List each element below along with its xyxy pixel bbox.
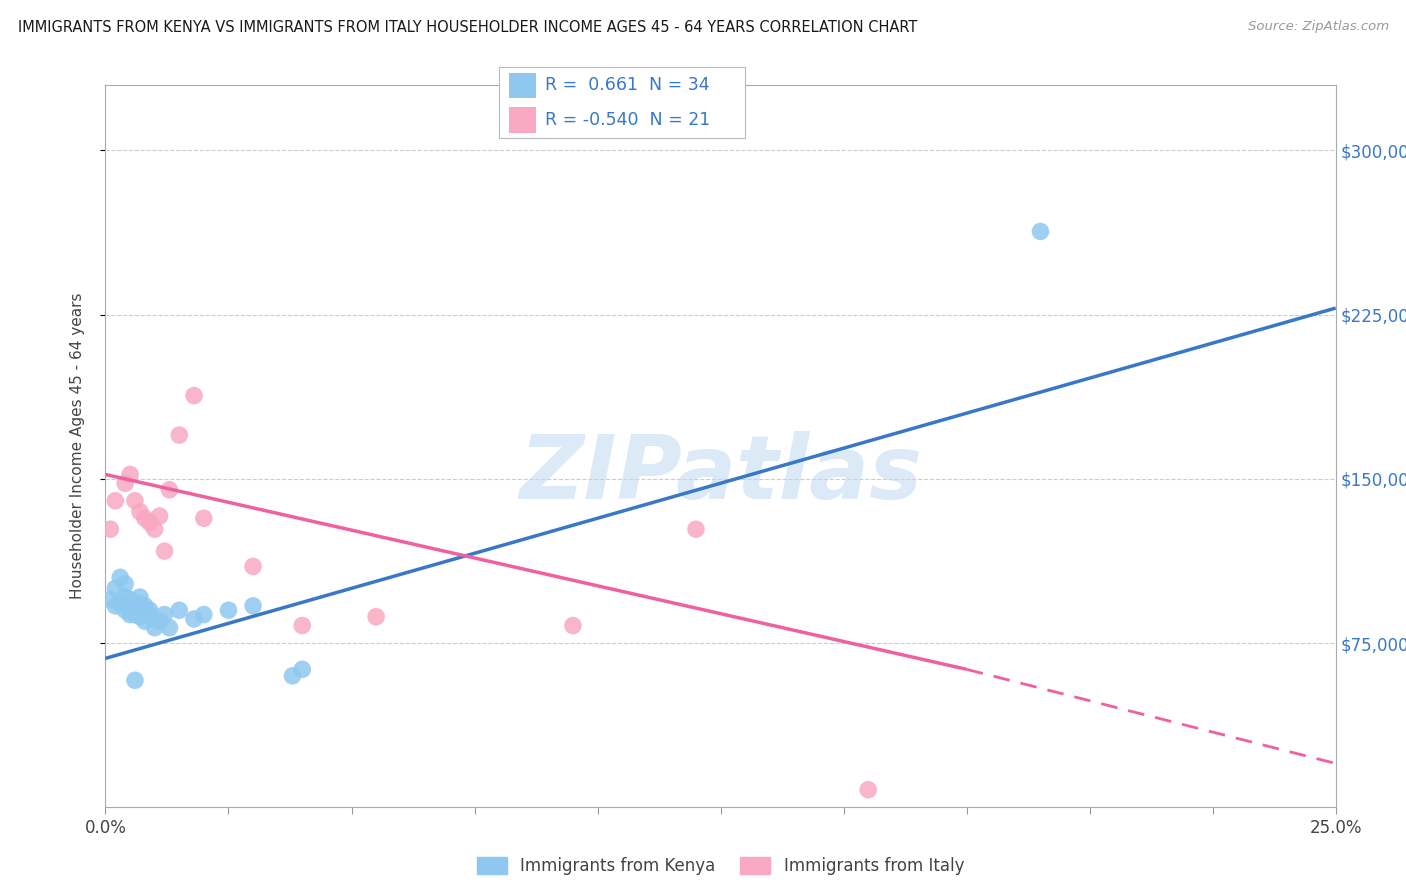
Point xyxy=(281,669,304,683)
FancyBboxPatch shape xyxy=(509,72,536,98)
Point xyxy=(366,609,388,624)
Point xyxy=(138,516,162,530)
Point xyxy=(149,509,172,524)
Point xyxy=(685,522,707,536)
Point xyxy=(124,673,146,688)
Point xyxy=(153,544,176,558)
Point xyxy=(138,603,162,617)
Point xyxy=(120,592,141,607)
Point xyxy=(129,599,152,613)
Point xyxy=(110,597,132,611)
Point xyxy=(159,621,180,635)
Point xyxy=(159,483,180,497)
Point xyxy=(129,505,152,519)
Point xyxy=(124,493,146,508)
Text: ZIPatlas: ZIPatlas xyxy=(519,432,922,518)
Point xyxy=(120,603,141,617)
Text: R =  0.661  N = 34: R = 0.661 N = 34 xyxy=(544,77,709,95)
Point xyxy=(153,607,176,622)
Point xyxy=(120,467,141,482)
Point xyxy=(562,618,585,632)
Point xyxy=(114,577,136,591)
Point xyxy=(110,570,132,584)
Text: IMMIGRANTS FROM KENYA VS IMMIGRANTS FROM ITALY HOUSEHOLDER INCOME AGES 45 - 64 Y: IMMIGRANTS FROM KENYA VS IMMIGRANTS FROM… xyxy=(18,20,918,35)
Point xyxy=(1029,224,1052,238)
Point xyxy=(291,618,314,632)
Y-axis label: Householder Income Ages 45 - 64 years: Householder Income Ages 45 - 64 years xyxy=(70,293,84,599)
Point xyxy=(124,607,146,622)
Point xyxy=(183,389,205,403)
Point xyxy=(104,582,127,596)
Point xyxy=(98,522,122,536)
Point xyxy=(104,599,127,613)
FancyBboxPatch shape xyxy=(509,107,536,133)
Point xyxy=(114,590,136,604)
Point xyxy=(143,522,166,536)
Text: R = -0.540  N = 21: R = -0.540 N = 21 xyxy=(544,111,710,128)
Legend: Immigrants from Kenya, Immigrants from Italy: Immigrants from Kenya, Immigrants from I… xyxy=(470,850,972,882)
Point xyxy=(124,599,146,613)
Point xyxy=(291,662,314,676)
Point xyxy=(193,511,215,525)
Point xyxy=(129,609,152,624)
Point xyxy=(134,511,156,525)
Point xyxy=(149,614,172,628)
Point xyxy=(120,607,141,622)
Point xyxy=(242,559,264,574)
Point xyxy=(138,607,162,622)
Point xyxy=(129,590,152,604)
Point xyxy=(134,599,156,613)
Text: Source: ZipAtlas.com: Source: ZipAtlas.com xyxy=(1249,20,1389,33)
Point xyxy=(114,603,136,617)
Point xyxy=(114,476,136,491)
Point xyxy=(242,599,264,613)
Point xyxy=(129,597,152,611)
Point xyxy=(193,607,215,622)
Point xyxy=(104,493,127,508)
Point xyxy=(218,603,240,617)
Point xyxy=(143,621,166,635)
Point xyxy=(98,592,122,607)
Point xyxy=(183,612,205,626)
Point xyxy=(858,782,880,797)
Point xyxy=(169,603,191,617)
Point xyxy=(134,614,156,628)
Point xyxy=(169,428,191,442)
